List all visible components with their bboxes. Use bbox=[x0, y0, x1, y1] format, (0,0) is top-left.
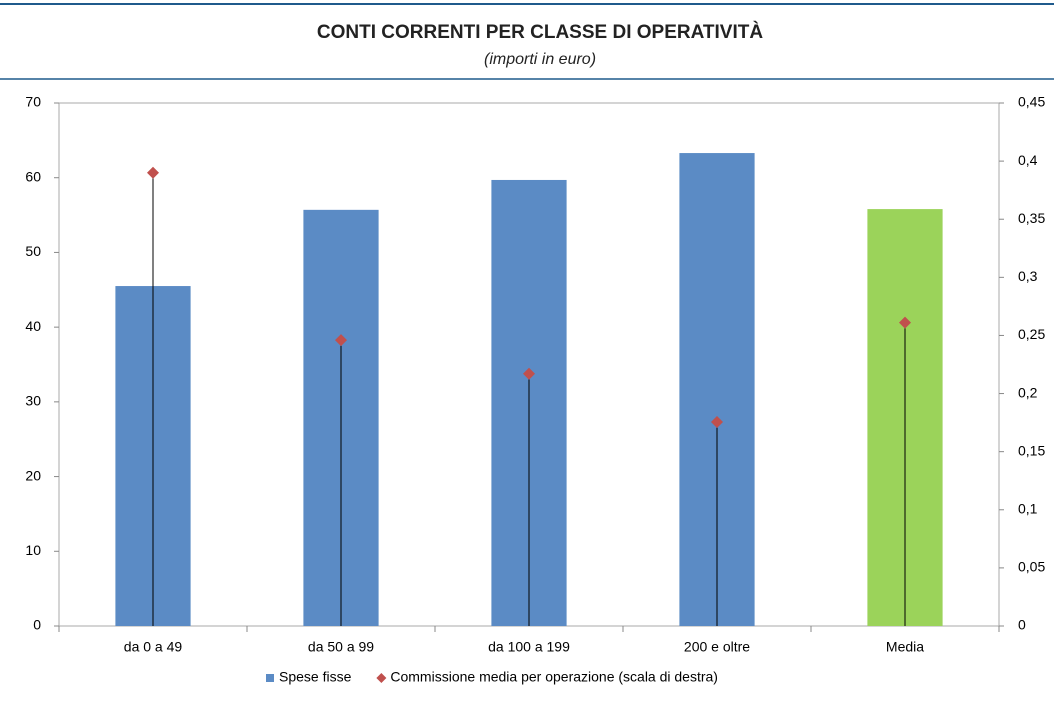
y2-tick-label: 0,4 bbox=[1018, 152, 1038, 168]
y2-tick-label: 0,25 bbox=[1018, 326, 1045, 342]
y2-tick-label: 0,45 bbox=[1018, 94, 1045, 110]
y2-tick-label: 0 bbox=[1018, 617, 1026, 633]
legend-swatch bbox=[266, 674, 274, 682]
y2-tick-label: 0,1 bbox=[1018, 500, 1038, 516]
y-tick-label: 70 bbox=[25, 94, 41, 110]
legend-swatch bbox=[376, 673, 387, 683]
x-tick-label: da 50 a 99 bbox=[308, 639, 374, 655]
y-tick-label: 40 bbox=[25, 318, 41, 334]
y-tick-label: 10 bbox=[25, 542, 41, 558]
y-tick-label: 0 bbox=[33, 617, 41, 633]
y-tick-label: 60 bbox=[25, 168, 41, 184]
marker bbox=[523, 367, 535, 380]
marker bbox=[711, 416, 723, 429]
marker bbox=[899, 316, 911, 329]
legend-label: Spese fisse bbox=[279, 669, 352, 685]
chart-title: CONTI CORRENTI PER CLASSE DI OPERATIVITÀ bbox=[317, 21, 763, 43]
marker bbox=[335, 334, 347, 347]
x-tick-label: da 100 a 199 bbox=[488, 639, 570, 655]
y-tick-label: 30 bbox=[25, 393, 41, 409]
y-tick-label: 50 bbox=[25, 243, 41, 259]
x-tick-label: Media bbox=[886, 639, 924, 655]
y2-tick-label: 0,35 bbox=[1018, 210, 1045, 226]
y2-tick-label: 0,2 bbox=[1018, 384, 1038, 400]
y2-tick-label: 0,15 bbox=[1018, 442, 1045, 458]
x-tick-label: 200 e oltre bbox=[684, 639, 750, 655]
chart-subtitle: (importi in euro) bbox=[484, 51, 596, 68]
marker bbox=[147, 166, 159, 179]
legend-label: Commissione media per operazione (scala … bbox=[390, 669, 718, 685]
y2-tick-label: 0,3 bbox=[1018, 268, 1038, 284]
y2-tick-label: 0,05 bbox=[1018, 559, 1045, 575]
y-tick-label: 20 bbox=[25, 467, 41, 483]
x-tick-label: da 0 a 49 bbox=[124, 639, 183, 655]
